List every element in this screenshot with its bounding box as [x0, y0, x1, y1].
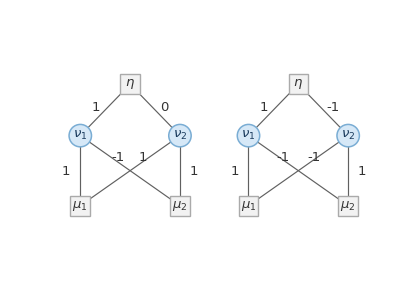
Text: $\nu_2$: $\nu_2$ — [173, 129, 187, 142]
FancyBboxPatch shape — [338, 196, 358, 216]
Text: $\mu_2$: $\mu_2$ — [172, 199, 188, 213]
Circle shape — [237, 124, 260, 147]
Text: -1: -1 — [307, 151, 321, 164]
Circle shape — [69, 124, 92, 147]
FancyBboxPatch shape — [288, 74, 308, 94]
Text: -1: -1 — [326, 101, 339, 114]
Text: 1: 1 — [138, 151, 147, 164]
Text: $\mu_1$: $\mu_1$ — [72, 199, 88, 213]
FancyBboxPatch shape — [239, 196, 258, 216]
Text: -1: -1 — [111, 151, 124, 164]
Text: 1: 1 — [230, 165, 239, 178]
FancyBboxPatch shape — [120, 74, 140, 94]
Text: $\eta$: $\eta$ — [125, 77, 135, 91]
Text: $\mu_1$: $\mu_1$ — [241, 199, 256, 213]
Text: 1: 1 — [260, 101, 268, 114]
Text: 1: 1 — [92, 101, 100, 114]
Text: $\nu_2$: $\nu_2$ — [341, 129, 355, 142]
Text: $\nu_1$: $\nu_1$ — [73, 129, 87, 142]
Circle shape — [169, 124, 191, 147]
FancyBboxPatch shape — [170, 196, 190, 216]
Circle shape — [337, 124, 359, 147]
Text: 1: 1 — [62, 165, 71, 178]
Text: 1: 1 — [358, 165, 367, 178]
Text: $\eta$: $\eta$ — [293, 77, 303, 91]
FancyBboxPatch shape — [71, 196, 90, 216]
Text: $\mu_2$: $\mu_2$ — [340, 199, 356, 213]
Text: -1: -1 — [276, 151, 289, 164]
Text: 0: 0 — [160, 101, 168, 114]
Text: $\nu_1$: $\nu_1$ — [241, 129, 256, 142]
Text: 1: 1 — [190, 165, 198, 178]
